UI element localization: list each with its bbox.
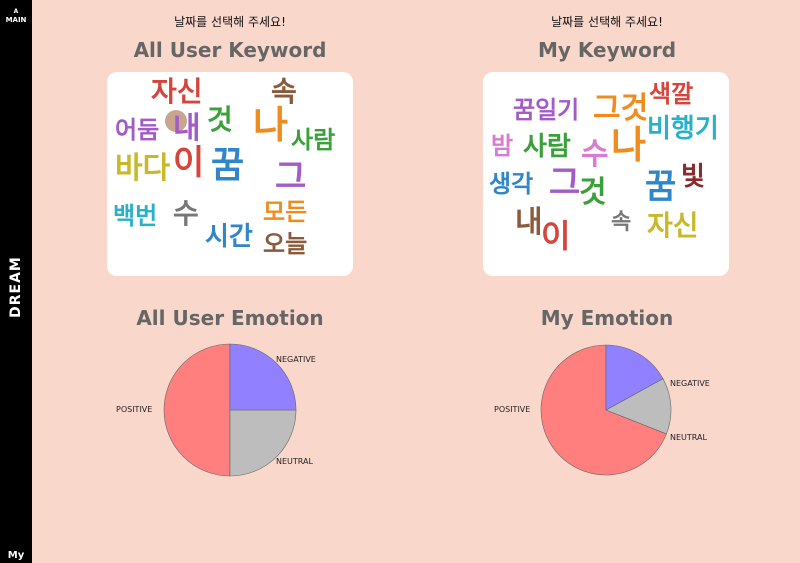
sidebar: A MAIN DREAM My <box>0 0 32 563</box>
word: 것 <box>207 103 233 136</box>
my-emotion-pie: NEGATIVE POSITIVE NEUTRAL <box>494 344 710 476</box>
emoji-face-icon <box>165 110 187 132</box>
pie-slice-neutral <box>605 378 672 435</box>
word: 꿈일기 <box>513 96 580 124</box>
pie-slice-positive <box>540 344 667 476</box>
word: 색깔 <box>649 80 694 108</box>
word: 이 <box>173 143 205 183</box>
word: 꿈 <box>211 145 245 186</box>
word: 내 <box>515 205 543 240</box>
word: 나 <box>253 103 288 147</box>
all-user-emotion-pie: NEGATIVE POSITIVE NEUTRAL <box>116 343 316 477</box>
pie-label-positive: POSITIVE <box>116 405 152 414</box>
word: 오늘 <box>263 230 308 258</box>
word: 속 <box>271 75 297 108</box>
all-user-wordcloud: 자신 속 것 어둠 내 나 사람 바다 이 꿈 그 백번 수 모든 시간 오늘 <box>107 72 353 276</box>
nav-my-link[interactable]: My <box>7 550 25 561</box>
pie-label-negative: NEGATIVE <box>670 379 710 388</box>
pie-label-negative: NEGATIVE <box>276 355 316 364</box>
nav-main-label: MAIN <box>5 16 27 24</box>
word: 백번 <box>113 202 158 230</box>
word: 속 <box>611 210 632 235</box>
word: 수 <box>173 197 199 230</box>
word: 수 <box>581 137 609 172</box>
word: 자신 <box>151 75 203 108</box>
word: 그것 <box>593 91 649 126</box>
pie-slice-negative <box>605 344 664 411</box>
word: 생각 <box>489 170 534 198</box>
word: 이 <box>541 217 571 255</box>
my-emotion-title: My Emotion <box>540 306 674 330</box>
word: 자신 <box>647 209 699 242</box>
word: 내 <box>173 111 201 146</box>
word: 사람 <box>291 126 336 154</box>
pie-label-neutral: NEUTRAL <box>670 433 707 442</box>
word: 시간 <box>205 222 253 252</box>
word: 것 <box>579 175 607 210</box>
my-wordcloud: 색깔 꿈일기 그것 비행기 밤 사람 수 나 생각 그 것 꿈 빛 내 이 속 … <box>483 72 729 276</box>
word: 밤 <box>491 132 514 160</box>
word: 사람 <box>523 132 571 162</box>
pie-label-positive: POSITIVE <box>494 405 530 414</box>
word: 나 <box>611 123 646 167</box>
word: 모든 <box>263 198 308 226</box>
word: 어둠 <box>115 116 160 144</box>
nav-main-link[interactable]: A MAIN <box>0 8 32 24</box>
my-keyword-title: My Keyword <box>537 38 677 62</box>
pie-slice-positive <box>163 343 231 477</box>
word: 그 <box>275 157 307 197</box>
nav-dream-link[interactable]: DREAM <box>0 252 32 322</box>
nav-dream-label: DREAM <box>8 256 24 318</box>
word: 빛 <box>681 162 705 192</box>
all-user-emotion-title: All User Emotion <box>136 306 324 330</box>
pie-slice-neutral <box>229 409 297 477</box>
pie-label-neutral: NEUTRAL <box>276 457 313 466</box>
nav-main-prefix: A <box>13 8 19 15</box>
all-user-keyword-title: All User Keyword <box>133 38 327 62</box>
word: 바다 <box>115 151 171 186</box>
word: 비행기 <box>647 114 719 144</box>
word: 꿈 <box>645 167 677 207</box>
date-prompt-all[interactable]: 날짜를 선택해 주세요! <box>174 15 286 29</box>
pie-slice-negative <box>229 343 297 411</box>
date-prompt-my[interactable]: 날짜를 선택해 주세요! <box>551 15 663 29</box>
word: 그 <box>549 163 581 203</box>
